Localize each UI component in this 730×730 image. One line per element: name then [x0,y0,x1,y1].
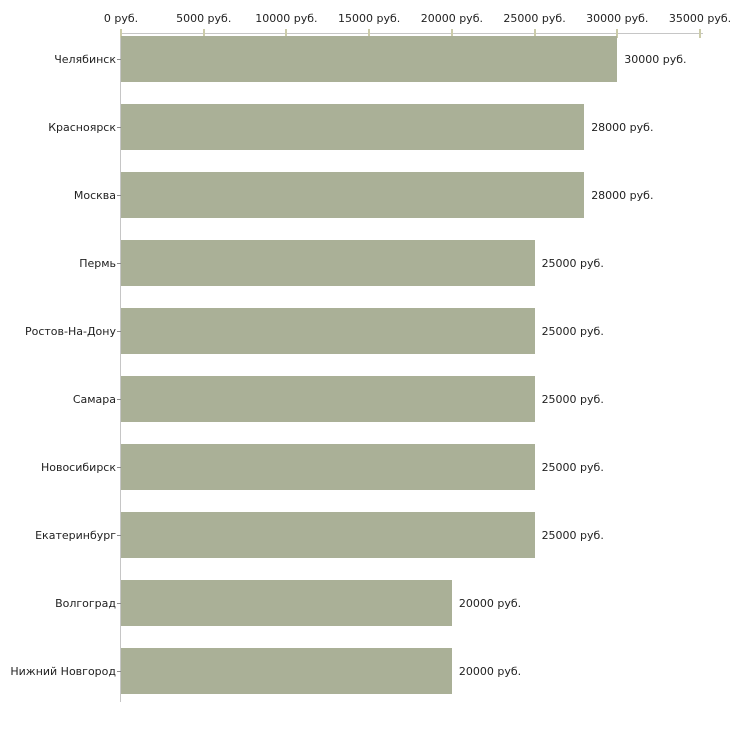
x-axis-tick [202,29,205,38]
category-label: Челябинск [54,52,116,66]
x-axis-tick [699,29,701,38]
value-label: 25000 руб. [541,256,604,270]
bar [121,172,585,218]
x-axis-tick [450,29,453,38]
category-label: Нижний Новгород [10,664,116,678]
value-label: 28000 руб. [591,188,654,202]
category-tick [117,59,121,60]
category-tick [117,127,121,128]
bar [121,308,535,354]
x-axis-line [121,33,703,34]
bar [121,580,452,626]
x-axis-tick [616,29,619,38]
category-label: Самара [72,392,116,406]
category-tick [117,195,121,196]
category-label: Москва [73,188,116,202]
bar [121,376,535,422]
x-axis-tick-label: 5000 руб. [176,12,232,25]
x-axis-tick-label: 20000 руб. [420,12,483,25]
category-label: Ростов-На-Дону [24,324,116,338]
category-tick [117,331,121,332]
value-label: 30000 руб. [624,52,687,66]
category-tick [117,263,121,264]
x-axis-tick-label: 25000 руб. [503,12,566,25]
value-label: 20000 руб. [458,664,522,678]
x-axis-tick-label: 35000 руб. [668,12,730,25]
value-label: 28000 руб. [591,120,654,134]
value-label: 25000 руб. [541,324,604,338]
category-label: Волгоград [55,596,116,610]
bar [121,444,535,490]
bar [121,36,618,82]
category-tick [117,399,121,400]
value-label: 25000 руб. [541,460,604,474]
category-tick [117,671,121,672]
x-axis-tick-label: 0 руб. [103,12,139,25]
category-label: Пермь [79,256,116,270]
x-axis-tick [368,29,371,38]
y-axis-line [120,33,121,702]
bar [121,648,452,694]
x-axis-tick [120,29,122,38]
bar [121,104,585,150]
category-label: Новосибирск [40,460,116,474]
x-axis-tick-label: 15000 руб. [338,12,401,25]
category-tick [117,535,121,536]
category-label: Екатеринбург [35,528,116,542]
value-label: 20000 руб. [458,596,522,610]
value-label: 25000 руб. [541,392,604,406]
category-tick [117,603,121,604]
x-axis-tick-label: 30000 руб. [586,12,649,25]
category-tick [117,467,121,468]
value-label: 25000 руб. [541,528,604,542]
x-axis-tick [285,29,288,38]
category-label: Красноярск [48,120,116,134]
bar [121,512,535,558]
x-axis-tick-label: 10000 руб. [255,12,318,25]
bar [121,240,535,286]
x-axis-tick [533,29,536,38]
